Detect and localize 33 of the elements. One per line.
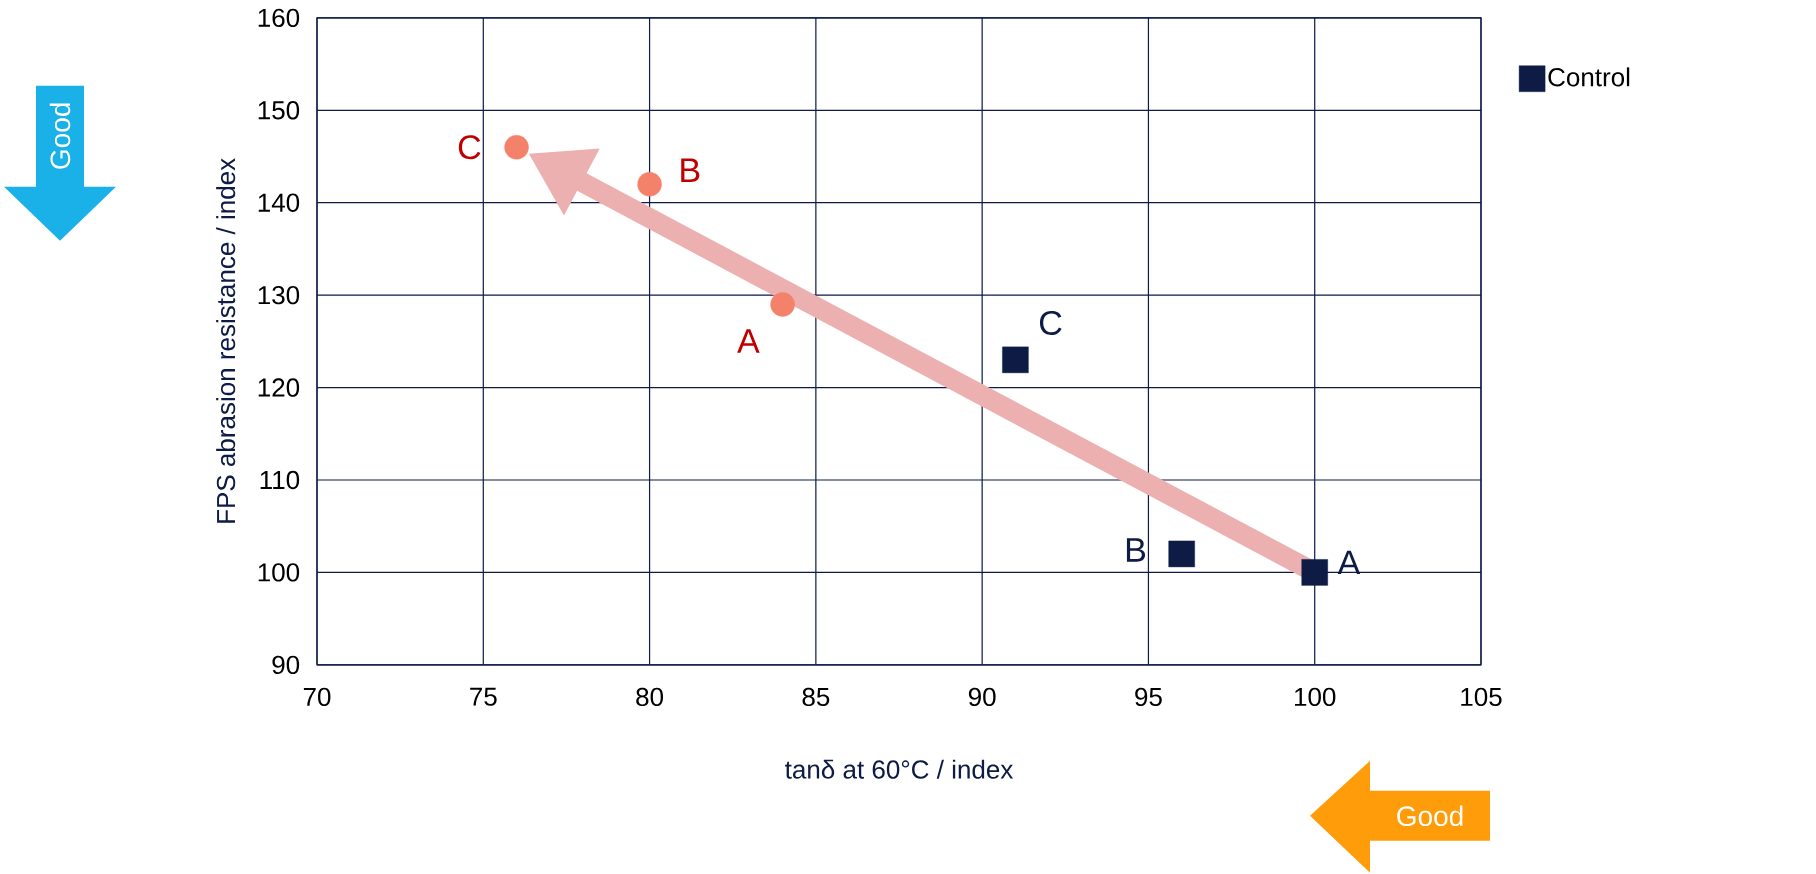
x-tick-label: 70: [303, 687, 331, 707]
point: [1168, 540, 1195, 568]
y-tick-label: 140: [258, 193, 300, 212]
y-axis-title: FPS abrasion resistance / index: [216, 158, 236, 523]
x-tick-label: 75: [470, 687, 497, 706]
x-tick-label: 105: [1461, 687, 1502, 707]
x-tick-label: 90: [968, 687, 996, 707]
x-tick-label: 95: [1135, 687, 1162, 707]
annotation: B: [1126, 538, 1146, 562]
text: Good: [1397, 805, 1463, 827]
y-tick-label: 150: [258, 101, 300, 120]
y-tick-label: 160: [258, 8, 300, 28]
legend-label: Control: [1548, 67, 1630, 87]
y-tick-label: 100: [258, 563, 300, 582]
point: [504, 135, 529, 160]
y-tick-label: 120: [258, 378, 300, 397]
y-tick-label: 90: [272, 655, 300, 675]
x-axis-title: tanδ at 60°C / index: [785, 759, 1014, 779]
point: [1002, 346, 1029, 374]
point: [637, 172, 662, 197]
annotation: C: [1040, 310, 1062, 336]
x-tick-label: 100: [1295, 687, 1336, 707]
text: Good: [49, 103, 71, 169]
x-tick-label: 80: [636, 687, 664, 707]
annotation: B: [681, 158, 700, 182]
y-tick-label: 130: [258, 286, 300, 305]
annotation: A: [1337, 550, 1361, 575]
point: [1301, 559, 1328, 586]
annotation: C: [458, 135, 481, 160]
y-tick-label: 110: [260, 470, 300, 490]
x-tick-label: 85: [802, 687, 830, 707]
annotation: A: [737, 329, 760, 353]
point: [770, 292, 795, 317]
